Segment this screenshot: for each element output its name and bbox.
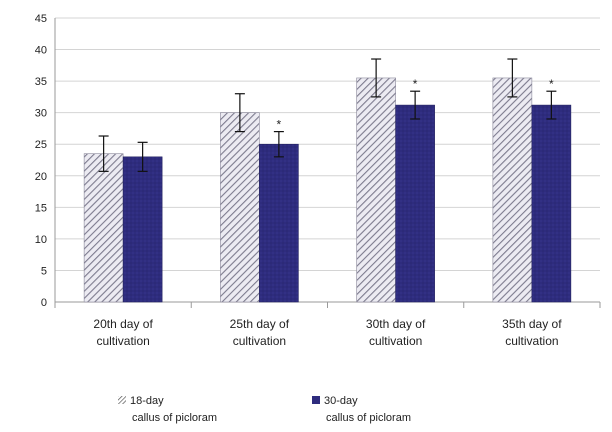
- y-tick-label: 45: [35, 13, 47, 25]
- legend-swatch: [312, 396, 320, 404]
- axis-labels: 0 5 10 15 20 25 30 35 40 45 20th day of cultivation…: [35, 13, 562, 348]
- legend-label: 18-day: [130, 395, 164, 407]
- bar-30-day: [259, 143, 299, 303]
- bar-18-day: [492, 77, 533, 303]
- bar-18-day: [220, 112, 260, 303]
- y-tick-label: 40: [35, 45, 47, 57]
- bar-18-day: [83, 153, 124, 303]
- y-tick-label: 30: [35, 108, 47, 120]
- y-tick-label: 20: [35, 171, 47, 183]
- x-tick-label: cultivation: [96, 334, 149, 348]
- y-tick-label: 0: [41, 297, 47, 309]
- x-tick-label: 30th day of: [366, 317, 426, 331]
- significance-marker: *: [549, 77, 554, 91]
- legend-label: 30-day: [324, 395, 358, 407]
- legend-label: callus of picloram: [132, 412, 217, 424]
- y-tick-label: 15: [35, 202, 47, 214]
- x-tick-label: 20th day of: [93, 317, 153, 331]
- bar-30-day: [122, 156, 163, 303]
- x-tick-label: cultivation: [233, 334, 286, 348]
- x-tick-label: 35th day of: [502, 317, 562, 331]
- significance-marker: *: [413, 77, 418, 91]
- legend-label: callus of picloram: [326, 412, 411, 424]
- significance-marker: *: [277, 118, 282, 132]
- bars: * * *: [83, 58, 572, 303]
- legend-swatch: [118, 396, 126, 404]
- bar-30-day: [395, 104, 435, 303]
- bar-30-day: [531, 104, 572, 303]
- y-tick-label: 35: [35, 76, 47, 88]
- y-tick-label: 10: [35, 234, 47, 246]
- x-tick-label: 25th day of: [230, 317, 290, 331]
- y-tick-label: 5: [41, 265, 47, 277]
- bar-18-day: [356, 77, 396, 303]
- y-tick-label: 25: [35, 139, 47, 151]
- legend: 18-day callus of picloram 30-day callus of …: [118, 395, 411, 424]
- x-tick-label: cultivation: [369, 334, 422, 348]
- x-tick-label: cultivation: [505, 334, 558, 348]
